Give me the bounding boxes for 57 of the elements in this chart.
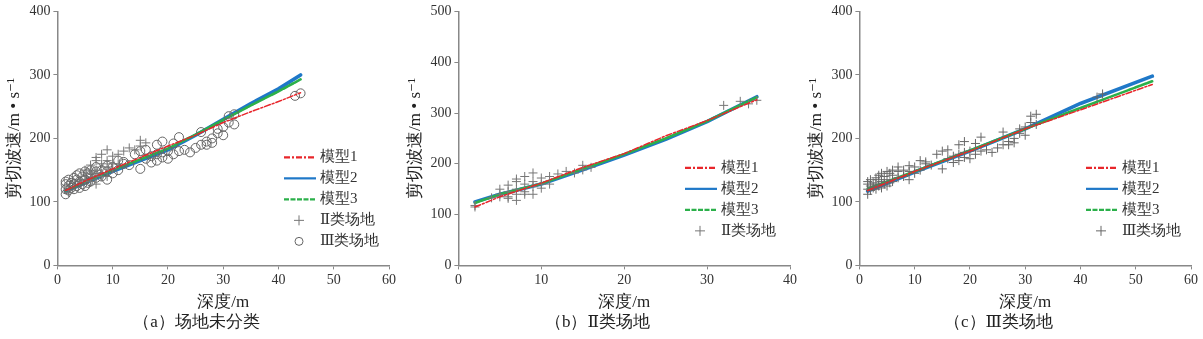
y-tick-label: 400	[29, 3, 51, 19]
legend-label: 模型1	[721, 158, 759, 175]
x-tick-label: 20	[962, 272, 977, 288]
legend-label: Ⅲ类场地	[1122, 221, 1182, 238]
y-axis-title: 剪切波速/m • s⁻¹	[3, 77, 23, 199]
x-axis-title: 深度/m	[197, 291, 250, 311]
legend-label: 模型1	[1122, 158, 1160, 175]
y-tick-label: 300	[29, 66, 51, 82]
y-tick-label: 400	[831, 3, 853, 19]
x-tick-label: 60	[1184, 272, 1198, 288]
legend-label: Ⅱ类场地	[320, 211, 376, 228]
y-tick-label: 100	[430, 206, 452, 222]
y-tick-label: 200	[430, 155, 452, 171]
y-tick-label: 300	[831, 66, 853, 82]
x-axis-title: 深度/m	[598, 291, 651, 311]
x-tick-label: 60	[382, 272, 396, 288]
text: （a）场地未分类	[133, 312, 260, 332]
x-tick-label: 10	[105, 272, 120, 288]
legend-label: 模型1	[320, 148, 358, 165]
x-tick-label: 40	[1073, 272, 1088, 288]
text: （b）Ⅱ类场地	[544, 312, 651, 332]
legend-label: 模型2	[320, 169, 358, 186]
legend-label: 模型2	[1122, 179, 1160, 196]
y-tick-label: 100	[29, 193, 51, 209]
text: （c）Ⅲ类场地	[944, 312, 1053, 332]
y-tick-label: 500	[430, 3, 452, 19]
x-tick-label: 20	[617, 272, 632, 288]
y-tick-label: 400	[430, 53, 452, 69]
legend-label: 模型3	[1122, 200, 1160, 217]
legend-label: 模型3	[320, 190, 358, 207]
y-tick-label: 200	[29, 130, 51, 146]
x-tick-label: 30	[1018, 272, 1033, 288]
legend-label: Ⅲ类场地	[320, 232, 380, 249]
x-tick-label: 30	[216, 272, 231, 288]
y-axis-title: 剪切波速/m • s⁻¹	[805, 77, 825, 199]
y-axis-title: 剪切波速/m • s⁻¹	[404, 77, 424, 199]
x-tick-label: 50	[1128, 272, 1143, 288]
y-tick-label: 200	[831, 130, 853, 146]
y-tick-label: 300	[430, 104, 452, 120]
x-tick-label: 40	[783, 272, 797, 288]
legend-label: 模型2	[721, 179, 759, 196]
x-tick-label: 10	[534, 272, 549, 288]
legend-label: Ⅱ类场地	[721, 221, 777, 238]
x-tick-label: 40	[271, 272, 286, 288]
x-axis-title: 深度/m	[999, 291, 1052, 311]
y-tick-label: 0	[43, 257, 51, 273]
x-tick-label: 50	[326, 272, 341, 288]
x-tick-label: 0	[855, 272, 863, 288]
y-tick-label: 0	[444, 257, 452, 273]
y-tick-label: 0	[845, 257, 853, 273]
y-tick-label: 100	[831, 193, 853, 209]
x-tick-label: 0	[53, 272, 61, 288]
x-tick-label: 20	[160, 272, 175, 288]
x-tick-label: 30	[700, 272, 715, 288]
x-tick-label: 10	[907, 272, 922, 288]
legend-label: 模型3	[721, 200, 759, 217]
x-tick-label: 0	[454, 272, 462, 288]
